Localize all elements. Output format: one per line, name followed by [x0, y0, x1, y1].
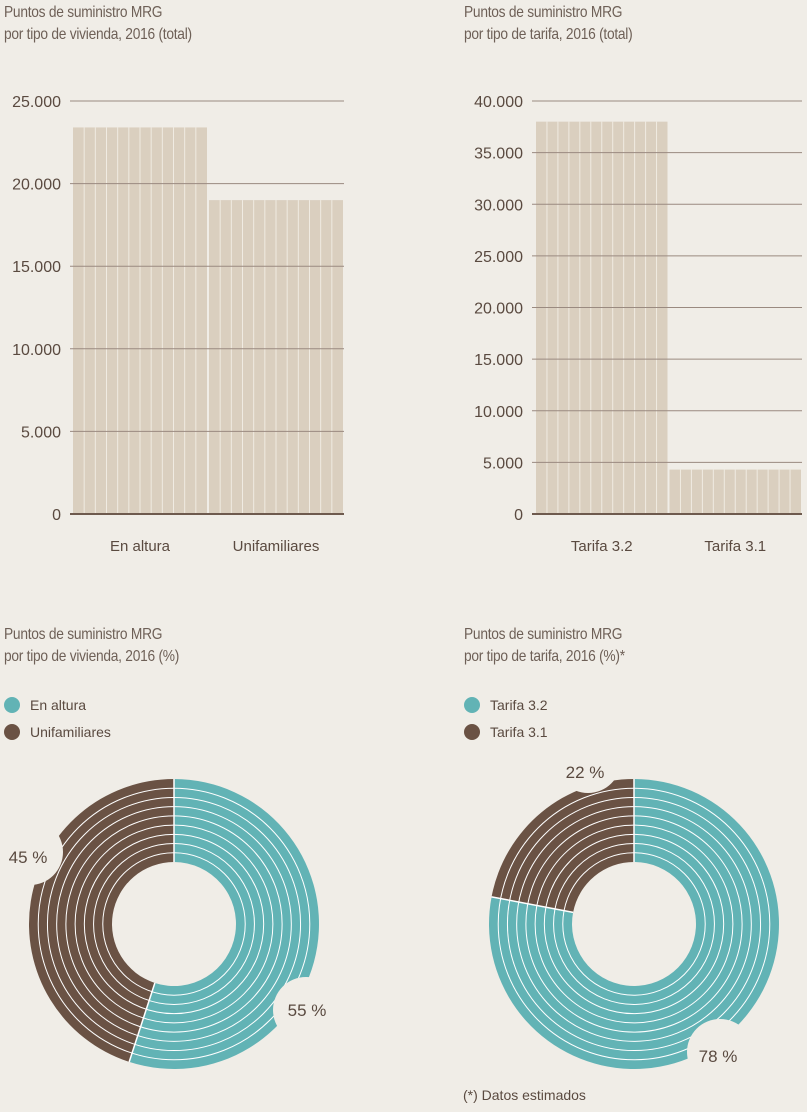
y-tick-label: 25.000	[474, 249, 523, 266]
x-tick-label: Tarifa 3.1	[704, 538, 766, 555]
bar	[669, 469, 801, 514]
legend-tarifa: Tarifa 3.2 Tarifa 3.1	[464, 691, 548, 745]
bar	[73, 127, 207, 514]
donut-slice	[28, 779, 174, 1062]
bar-chart-tarifa: Tarifa 3.2 Tarifa 3.1 0 5.000 10.000 15.000 20…	[474, 94, 802, 555]
legend-label: Unifamiliares	[30, 723, 111, 740]
teal-dot-icon	[464, 696, 480, 713]
legend-item: Tarifa 3.1	[464, 718, 548, 745]
title-line: Puntos de suministro MRG	[4, 626, 163, 643]
x-tick-label: Unifamiliares	[233, 538, 320, 555]
y-tick-label: 30.000	[474, 197, 523, 214]
y-tick-label: 20.000	[12, 177, 61, 194]
title-line: por tipo de vivienda, 2016 (%)	[4, 648, 180, 665]
y-tick-label: 15.000	[12, 259, 61, 276]
y-tick-label: 0	[52, 507, 61, 524]
slice-label: 22 %	[566, 763, 605, 782]
chart-title-tarifa-total: Puntos de suministro MRG por tipo de tar…	[464, 2, 660, 46]
title-line: por tipo de vivienda, 2016 (total)	[4, 26, 192, 43]
x-tick-label: En altura	[110, 538, 171, 555]
y-tick-label: 20.000	[474, 301, 523, 318]
donut-slice	[129, 779, 319, 1069]
title-line: Puntos de suministro MRG	[464, 4, 623, 21]
legend-label: Tarifa 3.1	[490, 723, 548, 740]
teal-dot-icon	[4, 696, 20, 713]
y-tick-label: 40.000	[474, 94, 523, 111]
label-bubble	[0, 819, 63, 885]
label-bubble	[555, 760, 621, 793]
label-bubble	[687, 1019, 753, 1085]
title-line: por tipo de tarifa, 2016 (%)*	[464, 648, 625, 665]
y-tick-label: 10.000	[474, 404, 523, 421]
legend-item: Unifamiliares	[4, 718, 111, 745]
x-tick-label: Tarifa 3.2	[571, 538, 633, 555]
title-line: Puntos de suministro MRG	[4, 4, 163, 21]
donut-slice	[489, 779, 779, 1069]
y-tick-label: 10.000	[12, 342, 61, 359]
footnote: (*) Datos estimados	[463, 1087, 586, 1103]
y-tick-label: 5.000	[21, 424, 61, 441]
bar	[209, 200, 343, 514]
chart-title-vivienda-pct: Puntos de suministro MRG por tipo de viv…	[4, 624, 208, 668]
y-tick-label: 0	[514, 507, 523, 524]
y-tick-label: 25.000	[12, 94, 61, 111]
donut-chart-vivienda: 55 % 45 %	[0, 779, 339, 1069]
y-tick-label: 15.000	[474, 352, 523, 369]
legend-label: Tarifa 3.2	[490, 696, 548, 713]
y-tick-label: 35.000	[474, 146, 523, 163]
chart-title-vivienda-total: Puntos de suministro MRG por tipo de viv…	[4, 2, 222, 46]
legend-item: En altura	[4, 691, 111, 718]
title-line: Puntos de suministro MRG	[464, 626, 623, 643]
slice-separator	[128, 982, 156, 1063]
bar	[536, 121, 668, 515]
brown-dot-icon	[464, 723, 480, 740]
title-line: por tipo de tarifa, 2016 (total)	[464, 26, 633, 43]
brown-dot-icon	[4, 723, 20, 740]
slice-label: 78 %	[699, 1047, 738, 1066]
legend-vivienda: En altura Unifamiliares	[4, 691, 111, 745]
chart-title-tarifa-pct: Puntos de suministro MRG por tipo de tar…	[464, 624, 651, 668]
legend-item: Tarifa 3.2	[464, 691, 548, 718]
slice-label: 55 %	[288, 1001, 327, 1020]
y-tick-label: 5.000	[483, 455, 523, 472]
bar-chart-vivienda: En altura Unifamiliares 0 5.000 10.000 15.000…	[12, 94, 344, 555]
slice-separator	[491, 896, 574, 914]
donut-chart-tarifa: 78 % 22 %	[489, 760, 779, 1085]
label-bubble	[273, 977, 339, 1043]
slice-label: 45 %	[9, 848, 48, 867]
legend-label: En altura	[30, 696, 87, 713]
